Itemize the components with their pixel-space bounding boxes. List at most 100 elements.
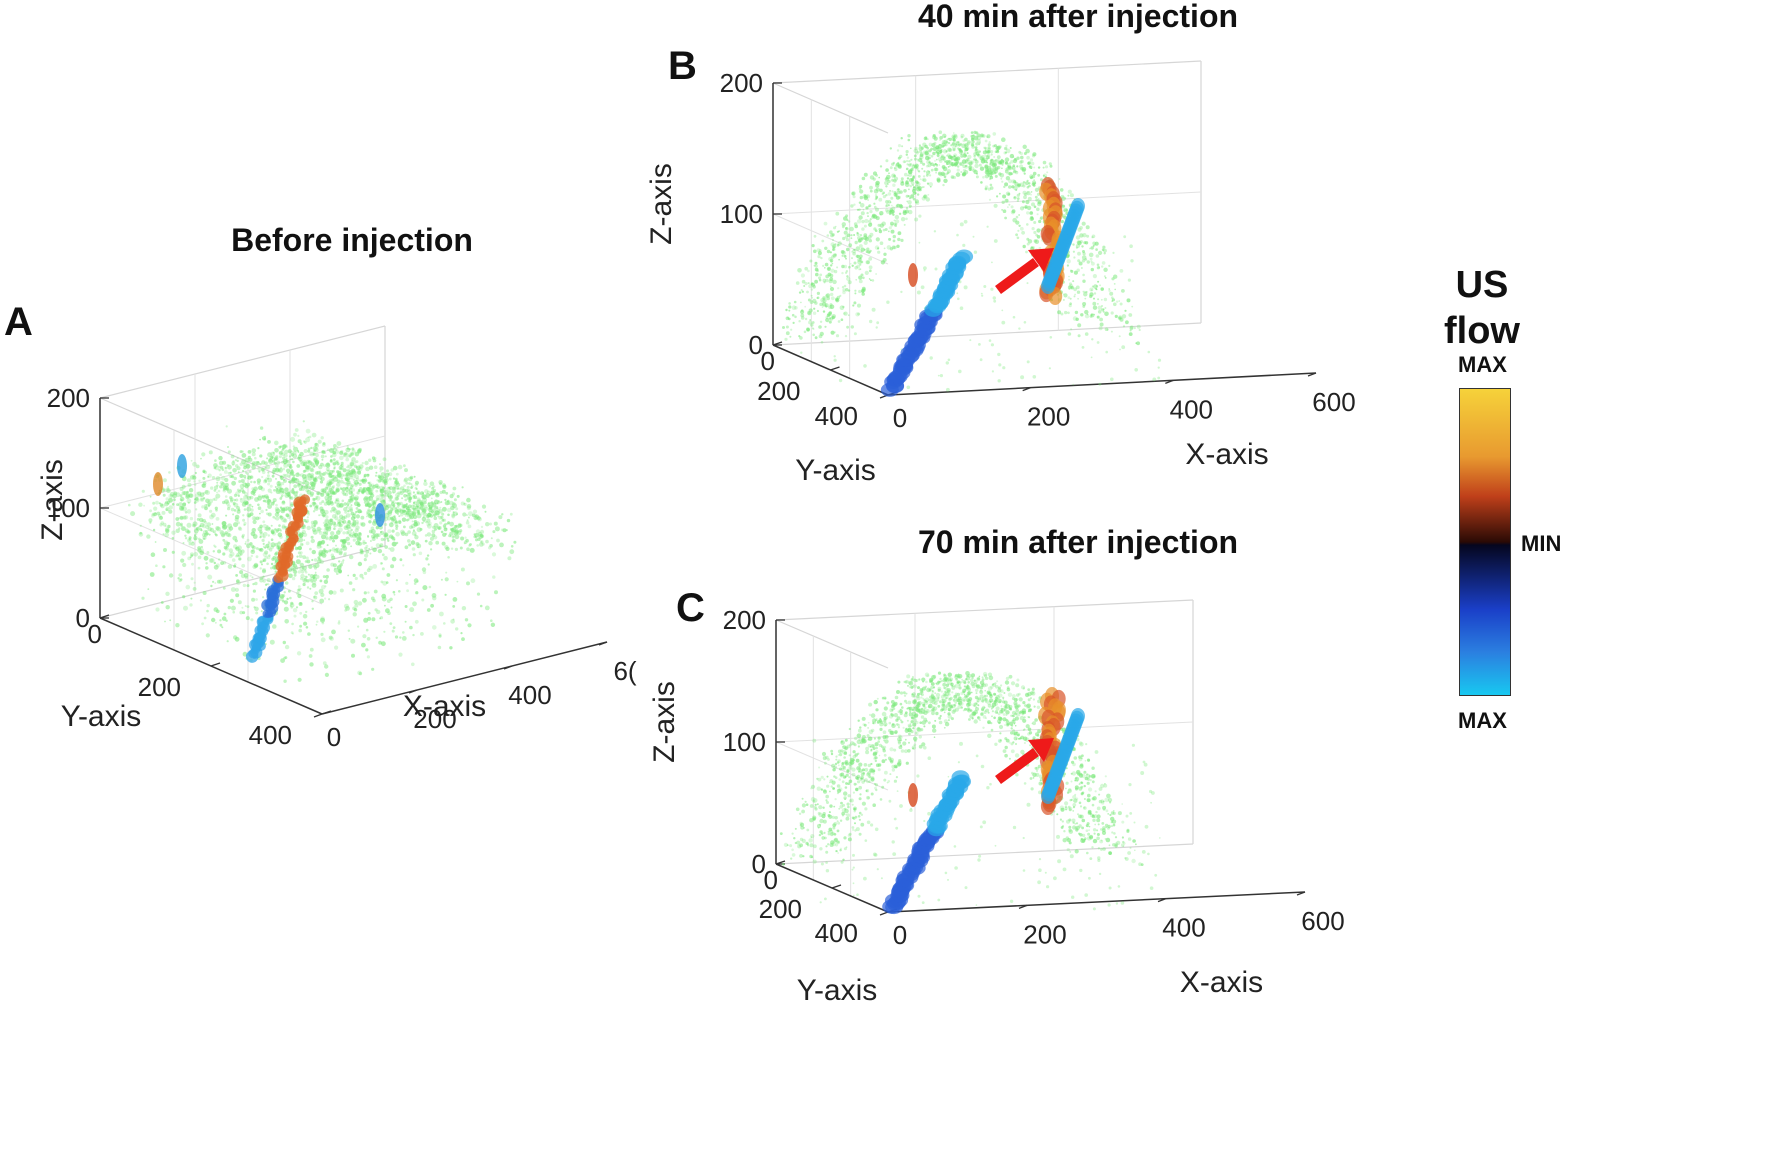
flow-point [440,501,443,503]
flow-point [997,352,1001,357]
flow-point [816,248,821,253]
flow-point [846,219,849,222]
flow-point [423,479,427,483]
flow-point [465,538,469,543]
flow-point [259,576,264,580]
flow-point [394,509,399,514]
panel-letter-c: C [676,586,705,630]
flow-point [289,466,292,469]
flow-point [322,514,325,517]
flow-point [244,477,247,480]
flow-point [371,534,375,539]
flow-point [345,474,348,477]
flow-point [792,321,795,324]
flow-point [946,688,950,692]
flow-point [820,256,823,260]
flow-point [964,707,967,711]
flow-point [979,166,985,171]
flow-point [884,228,888,231]
flow-point [833,833,837,836]
flow-point [841,271,844,275]
flow-point [282,640,286,645]
flow-point [239,473,244,478]
flow-point [928,142,933,147]
flow-point [318,588,324,594]
flow-point [310,535,314,539]
flow-point [960,135,964,139]
flow-point [390,517,394,521]
flow-point [203,537,206,540]
flow-point [186,498,192,504]
flow-point [412,633,415,637]
flow-point [364,553,369,558]
flow-point [422,570,427,575]
flow-point [835,298,839,302]
flow-point [886,245,892,250]
flow-point [169,491,175,497]
flow-point [330,475,333,479]
flow-point [259,512,261,515]
flow-point [794,306,798,310]
flow-point [349,554,354,560]
flow-point [1086,260,1090,264]
flow-point [339,455,344,461]
flow-point [242,537,245,540]
flow-point [259,560,263,564]
flow-point [203,555,209,561]
flow-point [447,521,450,525]
flow-point [816,269,819,273]
flow-point [1026,703,1031,709]
flow-point [263,494,266,497]
flow-point [432,625,437,630]
flow-point [401,517,407,522]
flow-point [313,449,316,453]
flow-point [816,309,819,313]
flow-point [332,590,337,595]
flow-point [406,589,409,593]
flow-point [320,436,324,440]
flow-point [312,501,316,505]
flow-point [236,466,241,471]
flow-point [310,526,314,529]
flow-point [958,148,962,151]
flow-point [179,578,183,581]
flow-point [297,546,302,551]
flow-point [179,494,183,498]
flow-point [455,507,459,511]
flow-point [297,593,302,599]
flow-point [916,158,919,161]
flow-point [953,155,956,158]
flow-point [873,188,879,194]
flow-point [886,300,890,304]
flow-point [814,261,818,265]
flow-point [303,532,308,538]
flow-point [1118,335,1121,338]
flow-point [209,509,213,513]
flow-point [251,528,257,533]
flow-point [323,531,326,535]
flow-point [320,478,323,481]
flow-point [799,854,803,858]
flow-point [346,466,349,469]
y-tick-mark [210,662,221,667]
flow-point [424,489,429,494]
flow-point [1090,313,1093,316]
flow-point [967,154,972,160]
flow-point [339,479,344,484]
flow-point [1026,155,1030,160]
flow-point [1013,196,1016,199]
flow-point [289,496,293,499]
flow-point [220,466,224,470]
flow-point [328,549,332,553]
flow-point [222,524,227,530]
flow-point [1004,724,1006,726]
flow-point [354,482,357,485]
flow-point [1033,239,1038,243]
flow-point [1101,830,1107,835]
flow-point [319,559,324,565]
flow-point [991,715,993,718]
flow-point [277,532,283,537]
flow-point [267,540,270,543]
flow-point [393,515,396,518]
flow-point [352,531,355,534]
